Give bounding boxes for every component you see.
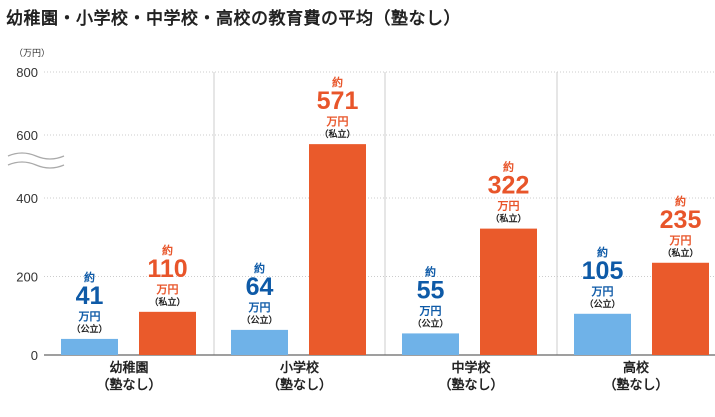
value-label: 55	[417, 276, 445, 304]
value-kind: （私立）	[319, 128, 355, 140]
value-unit: 万円	[78, 310, 101, 323]
value-unit: 万円	[326, 115, 349, 128]
value-label: 41	[76, 282, 104, 310]
value-kind: （私立）	[490, 213, 526, 225]
value-label: 322	[488, 172, 530, 200]
value-label: 64	[246, 273, 274, 301]
value-label: 105	[582, 257, 624, 285]
value-prefix: 約	[84, 270, 95, 284]
value-prefix: 約	[675, 194, 686, 208]
value-label: 571	[317, 87, 359, 115]
y-tick-label: 400	[16, 191, 38, 206]
value-unit: 万円	[591, 285, 614, 298]
value-unit: 万円	[419, 304, 442, 317]
value-prefix: 約	[503, 160, 514, 174]
value-label: 110	[147, 255, 187, 283]
category-label: 小学校	[280, 360, 320, 376]
value-prefix: 約	[425, 264, 436, 278]
value-kind: （公立）	[241, 314, 277, 326]
y-axis-unit-label: （万円）	[14, 49, 51, 59]
category-sublabel: （塾なし）	[438, 377, 503, 393]
value-prefix: 約	[332, 75, 343, 89]
value-unit: 万円	[669, 234, 692, 247]
value-prefix: 約	[254, 261, 265, 275]
category-label: 幼稚園	[109, 360, 148, 376]
chart-title: 幼稚園・小学校・中学校・高校の教育費の平均（塾なし）	[6, 9, 461, 29]
value-unit: 万円	[248, 301, 271, 314]
bar-private	[309, 144, 366, 355]
bar-public	[231, 329, 288, 355]
axis-break-line	[7, 161, 65, 169]
bar-private	[652, 262, 709, 355]
axis-break-line	[7, 152, 65, 160]
bar-public	[402, 333, 459, 355]
value-kind: （私立）	[149, 296, 185, 308]
value-prefix: 約	[162, 243, 173, 257]
bar-public	[574, 313, 631, 355]
bar-public	[61, 338, 118, 355]
category-sublabel: （塾なし）	[603, 377, 668, 393]
y-tick-label: 800	[16, 65, 38, 80]
y-tick-label: 200	[16, 270, 38, 285]
category-label: 中学校	[451, 360, 491, 376]
value-unit: 万円	[497, 200, 520, 213]
y-tick-label: 0	[31, 348, 38, 363]
bar-private	[139, 311, 196, 355]
category-label: 高校	[623, 360, 650, 376]
value-kind: （私立）	[662, 247, 698, 259]
category-sublabel: （塾なし）	[267, 377, 332, 393]
category-sublabel: （塾なし）	[96, 377, 161, 393]
value-kind: （公立）	[71, 323, 107, 335]
value-label: 235	[660, 206, 702, 234]
value-kind: （公立）	[584, 298, 620, 310]
y-tick-label: 600	[16, 128, 38, 143]
value-kind: （公立）	[412, 317, 448, 329]
bar-private	[480, 228, 537, 355]
value-unit: 万円	[156, 283, 179, 296]
value-prefix: 約	[597, 245, 608, 259]
